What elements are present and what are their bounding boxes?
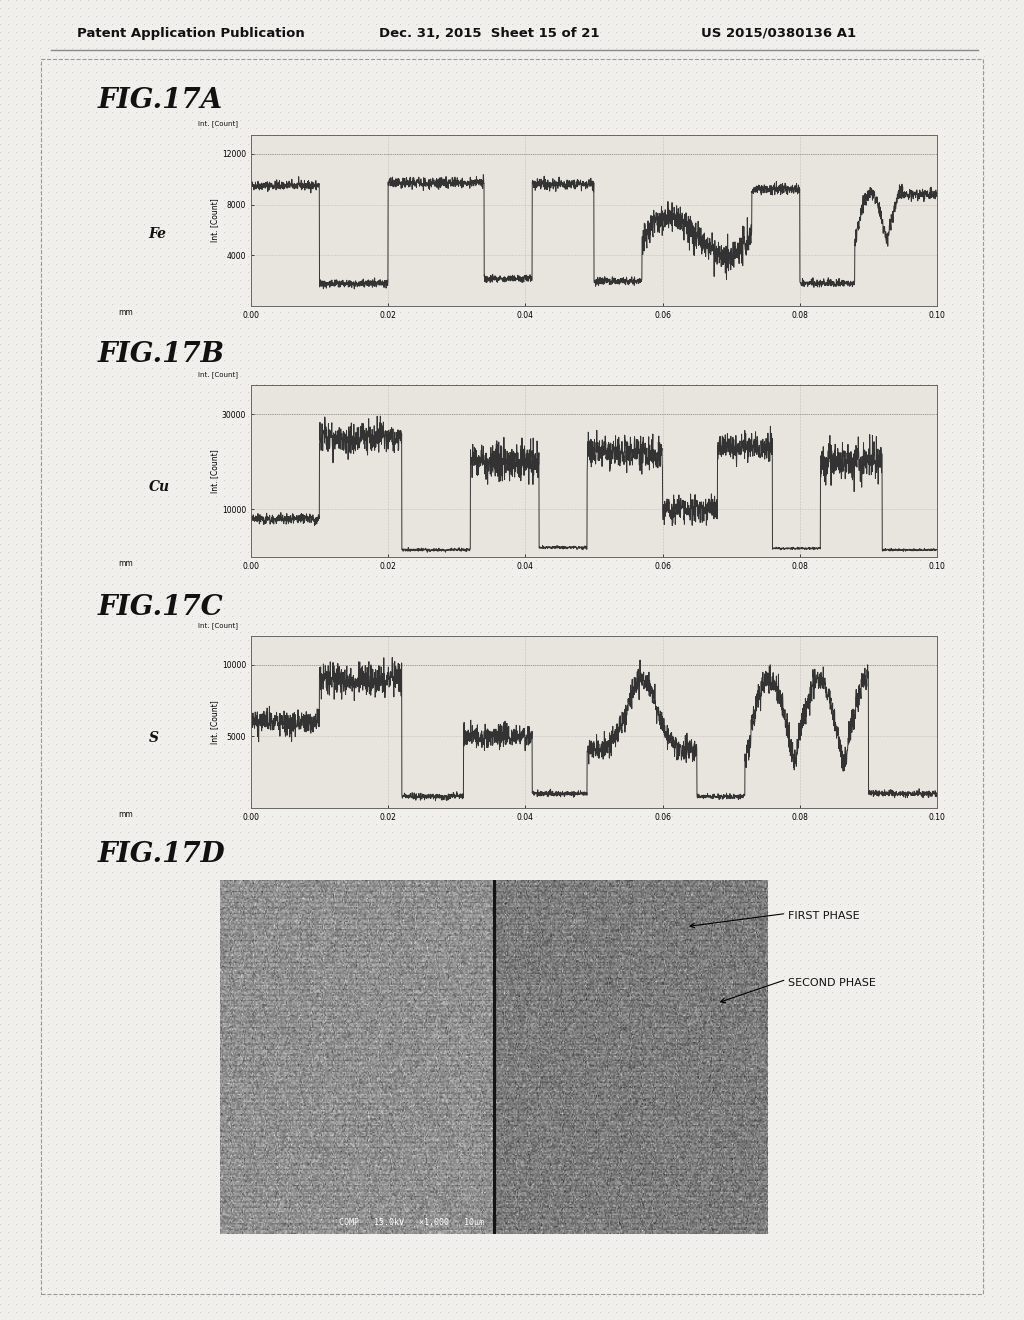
Text: mm: mm: [118, 309, 132, 318]
Text: FIG.17A: FIG.17A: [97, 87, 222, 115]
Text: FIG.17D: FIG.17D: [97, 841, 225, 869]
Text: FIG.17C: FIG.17C: [97, 594, 223, 622]
Y-axis label: Int. [Count]: Int. [Count]: [210, 700, 219, 744]
Y-axis label: Int. [Count]: Int. [Count]: [210, 449, 219, 494]
Text: US 2015/0380136 A1: US 2015/0380136 A1: [701, 26, 856, 40]
Text: SECOND PHASE: SECOND PHASE: [788, 978, 877, 989]
Text: FIG.17B: FIG.17B: [97, 341, 224, 368]
Text: Int. [Count]: Int. [Count]: [198, 622, 238, 628]
Text: Cu: Cu: [148, 480, 170, 494]
Text: COMP   15.0kV   ×1,000   10μm: COMP 15.0kV ×1,000 10μm: [339, 1218, 484, 1226]
Text: Int. [Count]: Int. [Count]: [198, 120, 238, 127]
Y-axis label: Int. [Count]: Int. [Count]: [210, 198, 219, 243]
Text: Patent Application Publication: Patent Application Publication: [77, 26, 304, 40]
Text: Dec. 31, 2015  Sheet 15 of 21: Dec. 31, 2015 Sheet 15 of 21: [379, 26, 599, 40]
Text: Int. [Count]: Int. [Count]: [198, 371, 238, 378]
Text: mm: mm: [118, 560, 132, 569]
Text: Fe: Fe: [148, 227, 167, 240]
Text: FIRST PHASE: FIRST PHASE: [788, 911, 860, 921]
Text: mm: mm: [118, 810, 132, 820]
Text: S: S: [148, 731, 159, 744]
